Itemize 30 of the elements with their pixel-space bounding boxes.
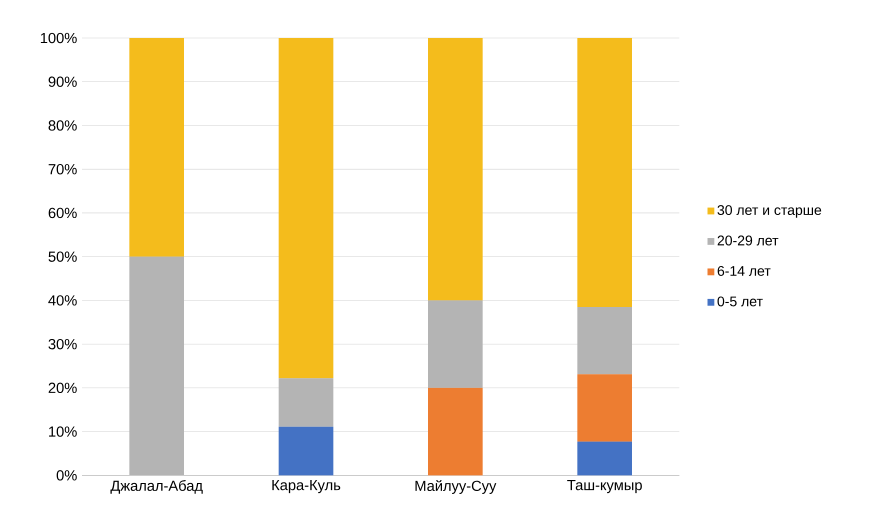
y-tick-label: 100%: [40, 32, 77, 44]
x-tick-label: Джалал-Абад: [110, 480, 203, 494]
bar: [278, 378, 334, 427]
y-tick-label: 0%: [56, 470, 77, 481]
legend-label: 0-5 лет: [718, 296, 763, 306]
y-tick-label: 60%: [48, 208, 77, 218]
y-tick-label: 80%: [48, 120, 77, 131]
legend-label: 20-29 лет: [718, 236, 778, 246]
x-tick-label: Таш-кумыр: [567, 480, 642, 494]
bar: [577, 38, 632, 307]
x-tick-label: Кара-Куль: [272, 480, 340, 494]
bar: [577, 306, 632, 374]
bar: [129, 38, 184, 257]
bar: [428, 388, 483, 476]
y-tick-label: 20%: [48, 382, 77, 394]
bar: [278, 38, 334, 378]
y-tick-label: 90%: [48, 76, 77, 87]
x-tick-label: Майлуу-Суу: [416, 480, 496, 494]
bar: [278, 426, 334, 476]
bar: [428, 38, 483, 300]
legend-label: 30 лет и старше: [718, 205, 822, 218]
bar: [428, 300, 483, 388]
legend-label: 6-14 лет: [718, 266, 771, 276]
y-tick-label: 70%: [48, 164, 77, 174]
bar: [577, 442, 632, 476]
y-tick-label: 50%: [48, 251, 77, 262]
bar: [577, 374, 632, 442]
y-tick-label: 40%: [48, 295, 77, 306]
y-tick-label: 10%: [49, 426, 77, 437]
y-tick-label: 30%: [48, 338, 77, 350]
